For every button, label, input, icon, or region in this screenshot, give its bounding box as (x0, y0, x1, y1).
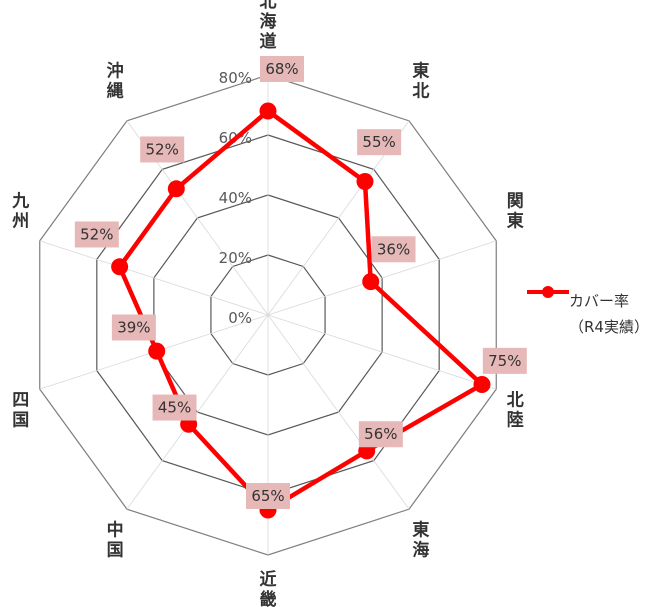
data-label-近畿: 65% (251, 487, 284, 505)
category-label-東北: 東北 (412, 61, 429, 102)
spoke-3 (267, 314, 497, 390)
data-label-関東: 36% (377, 240, 410, 258)
data-label-bg-四国 (111, 314, 156, 341)
category-label-北海道: 北海道 (260, 0, 277, 52)
spoke-6 (126, 314, 269, 510)
radial-tick-labels: 0%20%40%60%80% (219, 69, 252, 327)
legend-marker (527, 286, 569, 298)
series-coverage (111, 102, 491, 519)
data-label-bg-東海 (358, 421, 403, 448)
category-label-四国: 四国 (12, 390, 29, 430)
rtick-label-40: 40% (219, 189, 252, 207)
data-point-関東 (362, 273, 380, 291)
rtick-label-0: 0% (228, 309, 252, 327)
data-point-北海道 (259, 102, 277, 120)
category-label-近畿: 近畿 (260, 569, 277, 607)
spoke-4 (267, 314, 410, 510)
data-label-bg-北陸 (482, 347, 527, 374)
data-label-bg-近畿 (246, 483, 290, 509)
data-point-東北 (356, 173, 374, 191)
legend-dot-swatch (542, 286, 554, 298)
data-label-bg-九州 (74, 221, 119, 248)
spoke-8 (39, 240, 269, 316)
legend-label-line2: （R4実績） (569, 318, 646, 336)
data-label-東北: 55% (362, 133, 395, 151)
category-label-沖縄: 沖縄 (107, 61, 124, 102)
data-label-bg-東北 (357, 129, 402, 156)
category-label-東海: 東海 (412, 519, 429, 560)
legend (527, 286, 569, 298)
category-label-北陸: 北陸 (507, 390, 524, 430)
data-label-bg-関東 (371, 236, 416, 263)
data-point-四国 (148, 342, 166, 360)
category-label-中国: 中国 (107, 519, 124, 560)
data-label-bg-中国 (152, 394, 197, 421)
data-label-四国: 39% (117, 318, 150, 336)
data-label-東海: 56% (364, 425, 397, 443)
data-label-北陸: 75% (488, 352, 521, 370)
rtick-label-20: 20% (219, 249, 252, 267)
data-label-九州: 52% (80, 225, 113, 243)
series-line (117, 108, 485, 513)
data-label-bg-北海道 (260, 56, 304, 82)
data-point-九州 (111, 258, 129, 276)
rtick-label-80: 80% (219, 69, 252, 87)
legend-label-line1: カバー率 (569, 292, 630, 310)
data-label-bg-沖縄 (140, 136, 185, 163)
data-label-北海道: 68% (265, 60, 298, 78)
data-label-沖縄: 52% (146, 140, 179, 158)
data-labels: 68% 55% 36% 75% 56% 65% 45% 39% 52% 52% (74, 56, 527, 509)
data-point-北陸 (473, 376, 491, 394)
data-label-中国: 45% (158, 399, 191, 417)
category-label-九州: 九州 (11, 192, 29, 232)
category-label-関東: 関東 (507, 192, 524, 232)
spoke-2 (267, 240, 497, 316)
data-point-沖縄 (167, 180, 185, 198)
